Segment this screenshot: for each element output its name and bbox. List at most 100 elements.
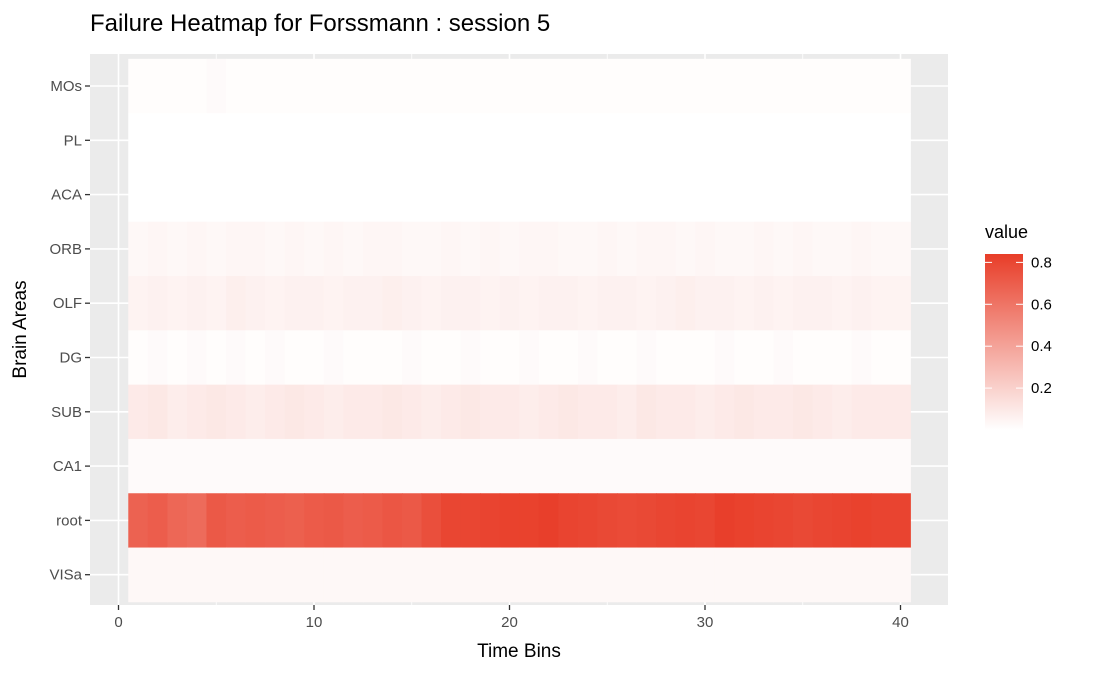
heatmap-cell — [636, 438, 657, 494]
heatmap-cell — [362, 330, 384, 386]
heatmap-cell — [558, 221, 579, 277]
heatmap-cell — [792, 438, 814, 494]
heatmap-cell — [851, 330, 872, 386]
heatmap-cell — [890, 493, 911, 548]
heatmap-cell — [441, 58, 462, 114]
heatmap-cell — [792, 58, 814, 114]
y-tick-label: ACA — [51, 187, 82, 204]
heatmap-cell — [441, 384, 462, 440]
y-tick-label: VISa — [49, 567, 82, 584]
heatmap-cell — [245, 493, 266, 548]
heatmap-cell — [499, 547, 520, 603]
heatmap-cell — [460, 438, 481, 494]
heatmap-cell — [812, 167, 833, 223]
heatmap-cell — [656, 493, 677, 548]
heatmap-cell — [675, 438, 696, 494]
heatmap-cell — [265, 384, 286, 440]
heatmap-cell — [734, 167, 755, 223]
heatmap-cell — [128, 58, 149, 114]
heatmap-cell — [323, 58, 344, 114]
heatmap-cell — [323, 438, 344, 494]
heatmap-cell — [636, 167, 657, 223]
heatmap-cell — [753, 330, 775, 386]
heatmap-cell — [695, 167, 716, 223]
heatmap-cell — [890, 547, 911, 603]
heatmap-cell — [362, 113, 384, 168]
heatmap-cell — [206, 493, 227, 548]
heatmap-cell — [499, 113, 520, 168]
heatmap-cell — [753, 58, 775, 114]
heatmap-cell — [206, 276, 227, 331]
heatmap-cell — [675, 221, 696, 277]
x-tick-label: 20 — [501, 614, 518, 631]
heatmap-cell — [401, 493, 423, 548]
heatmap-cell — [206, 547, 227, 603]
heatmap-cell — [245, 221, 266, 277]
heatmap-cell — [460, 113, 481, 168]
heatmap-cell — [890, 58, 911, 114]
heatmap-cell — [597, 221, 618, 277]
heatmap-cell — [147, 438, 168, 494]
heatmap-cell — [636, 384, 657, 440]
heatmap-cell — [323, 113, 344, 168]
heatmap-cell — [695, 547, 716, 603]
heatmap-cell — [519, 438, 540, 494]
heatmap-cell — [265, 493, 286, 548]
heatmap-cell — [167, 438, 188, 494]
heatmap-cell — [597, 113, 618, 168]
heatmap-cell — [734, 384, 755, 440]
heatmap-cell — [441, 221, 462, 277]
heatmap-cell — [538, 384, 559, 440]
heatmap-cell — [519, 167, 540, 223]
heatmap-cell — [421, 113, 442, 168]
y-tick-label: MOs — [50, 78, 82, 95]
heatmap-cell — [245, 58, 266, 114]
x-axis: 0 10 20 30 40 — [114, 605, 909, 631]
heatmap-cell — [812, 493, 833, 548]
heatmap-cell — [499, 330, 520, 386]
heatmap-cell — [871, 113, 892, 168]
heatmap-cell — [890, 438, 911, 494]
heatmap-cell — [147, 384, 168, 440]
heatmap-cell — [186, 58, 208, 114]
heatmap-cell — [695, 493, 716, 548]
heatmap-cell — [734, 221, 755, 277]
heatmap-cell — [167, 384, 188, 440]
heatmap-cell — [245, 438, 266, 494]
heatmap-cell — [617, 167, 638, 223]
heatmap-cell — [480, 330, 501, 386]
heatmap-cell — [890, 276, 911, 331]
heatmap-cell — [832, 547, 853, 603]
heatmap-cell — [851, 221, 872, 277]
heatmap-cell — [773, 167, 794, 223]
heatmap-cell — [734, 493, 755, 548]
heatmap-cell — [714, 113, 735, 168]
heatmap-cell — [343, 384, 364, 440]
heatmap-cell — [167, 113, 188, 168]
heatmap-cell — [597, 330, 618, 386]
heatmap-cell — [382, 438, 403, 494]
heatmap-cell — [558, 167, 579, 223]
heatmap-cell — [812, 113, 833, 168]
heatmap-cell — [460, 276, 481, 331]
heatmap-cell — [226, 438, 247, 494]
heatmap-cell — [812, 221, 833, 277]
heatmap-cell — [832, 438, 853, 494]
heatmap-cell — [792, 384, 814, 440]
heatmap-cell — [871, 384, 892, 440]
heatmap-cell — [753, 493, 775, 548]
heatmap-cell — [675, 547, 696, 603]
heatmap-cell — [304, 547, 325, 603]
heatmap-cell — [636, 113, 657, 168]
heatmap-cell — [851, 547, 872, 603]
heatmap-cell — [362, 547, 384, 603]
heatmap-cell — [656, 58, 677, 114]
heatmap-cell — [636, 493, 657, 548]
heatmap-cell — [128, 330, 149, 386]
heatmap-cell — [147, 113, 168, 168]
heatmap-cell — [167, 330, 188, 386]
heatmap-cell — [656, 276, 677, 331]
heatmap-cell — [656, 384, 677, 440]
heatmap-cell — [773, 384, 794, 440]
heatmap-cell — [675, 493, 696, 548]
